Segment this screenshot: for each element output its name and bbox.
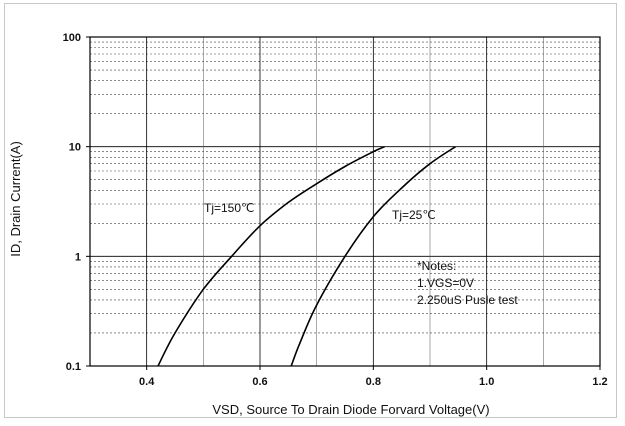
y-tick-label: 1: [75, 251, 81, 263]
plot-area: [89, 36, 601, 367]
series-line-1: [290, 146, 456, 367]
x-tick-label: 1.2: [592, 376, 607, 388]
x-tick-label: 0.6: [252, 376, 267, 388]
x-tick-label: 0.8: [366, 376, 381, 388]
notes-line-3: 2.250uS Pusle test: [417, 293, 518, 307]
x-tick-label: 0.4: [139, 376, 155, 388]
major-grid: [89, 36, 601, 367]
series-line-0: [157, 145, 386, 367]
chart-frame: [4, 3, 617, 418]
notes-line-2: 1.VGS=0V: [417, 276, 474, 290]
series-label-25c: Tj=25℃: [392, 208, 436, 222]
y-tick-label: 10: [69, 142, 81, 154]
series-layer: [157, 145, 456, 367]
tick-labels: 0.4 0.6 0.8 1.0 1.2 0.1 1 10 100: [63, 32, 608, 388]
x-tick-label: 1.0: [479, 376, 494, 388]
axis-ticks: [86, 36, 601, 370]
y-axis-title: ID, Drain Current(A): [8, 141, 23, 257]
minor-grid: [90, 41, 600, 334]
y-tick-label: 100: [63, 32, 81, 44]
series-label-150c: Tj=150℃: [204, 201, 255, 215]
x-axis-title: VSD, Source To Drain Diode Forvard Volta…: [212, 402, 489, 417]
y-tick-label: 0.1: [66, 361, 81, 373]
notes-line-1: *Notes:: [417, 259, 456, 273]
